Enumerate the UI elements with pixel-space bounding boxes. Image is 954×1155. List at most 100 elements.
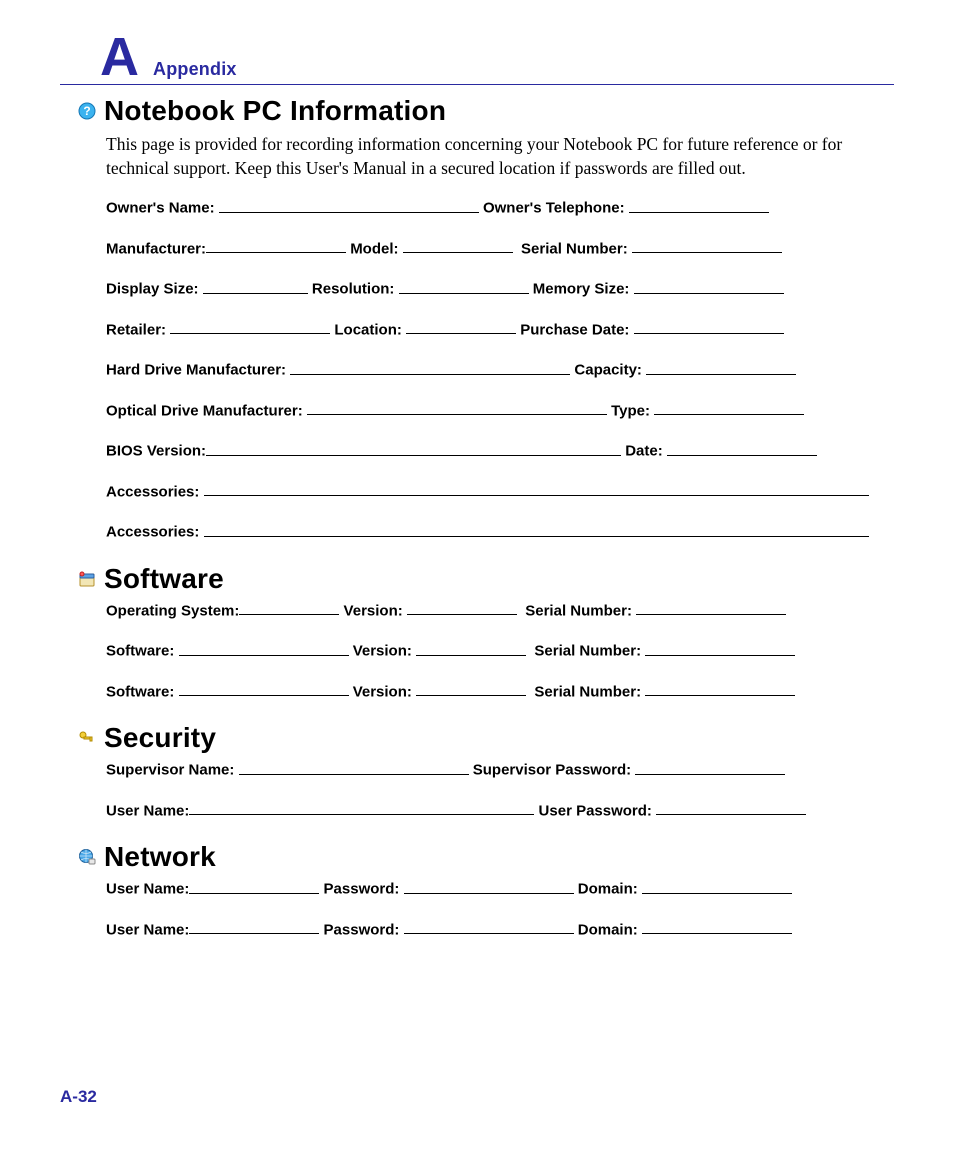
page: A Appendix ? Notebook PC Information Thi… bbox=[0, 0, 954, 1155]
blank bbox=[632, 239, 782, 254]
info-row-7: BIOS Version: Date: bbox=[106, 441, 874, 460]
label-password: Password: bbox=[324, 921, 400, 938]
blank bbox=[179, 682, 349, 697]
blank bbox=[629, 198, 769, 213]
info-form: Owner's Name: Owner's Telephone: Manufac… bbox=[106, 198, 874, 541]
label-accessories-2: Accessories: bbox=[106, 524, 199, 541]
blank bbox=[239, 601, 339, 616]
label-type: Type: bbox=[611, 402, 650, 419]
blank bbox=[646, 360, 796, 375]
info-row-3: Display Size: Resolution: Memory Size: bbox=[106, 279, 874, 298]
info-row-1: Owner's Name: Owner's Telephone: bbox=[106, 198, 874, 217]
blank bbox=[170, 320, 330, 335]
blank bbox=[634, 279, 784, 294]
section-security-head: Security bbox=[78, 722, 894, 754]
blank bbox=[189, 879, 319, 894]
section-software-head: Software bbox=[78, 563, 894, 595]
info-row-5: Hard Drive Manufacturer: Capacity: bbox=[106, 360, 874, 379]
blank bbox=[416, 682, 526, 697]
label-capacity: Capacity: bbox=[574, 362, 642, 379]
globe-network-icon bbox=[78, 848, 96, 866]
label-user-password: User Password: bbox=[539, 802, 652, 819]
blank bbox=[636, 601, 786, 616]
blank bbox=[407, 601, 517, 616]
label-os: Operating System: bbox=[106, 602, 239, 619]
label-serial-number: Serial Number: bbox=[534, 683, 641, 700]
label-optical-manufacturer: Optical Drive Manufacturer: bbox=[106, 402, 303, 419]
blank bbox=[667, 441, 817, 456]
svg-text:?: ? bbox=[83, 104, 90, 118]
label-domain: Domain: bbox=[578, 881, 638, 898]
label-user-name: User Name: bbox=[106, 921, 189, 938]
blank bbox=[204, 482, 869, 497]
blank bbox=[645, 682, 795, 697]
label-version: Version: bbox=[344, 602, 403, 619]
security-row-2: User Name: User Password: bbox=[106, 801, 874, 820]
label-date: Date: bbox=[625, 443, 663, 460]
blank bbox=[189, 801, 534, 816]
info-row-4: Retailer: Location: Purchase Date: bbox=[106, 320, 874, 339]
section-network: Network User Name: Password: Domain: Use… bbox=[60, 841, 894, 938]
label-owners-name: Owner's Name: bbox=[106, 200, 215, 217]
blank bbox=[189, 920, 319, 935]
section-network-title: Network bbox=[104, 841, 216, 873]
label-serial-number: Serial Number: bbox=[525, 602, 632, 619]
label-software: Software: bbox=[106, 683, 174, 700]
security-form: Supervisor Name: Supervisor Password: Us… bbox=[106, 760, 874, 819]
blank bbox=[206, 239, 346, 254]
keys-icon bbox=[78, 729, 96, 747]
label-supervisor-password: Supervisor Password: bbox=[473, 762, 631, 779]
label-model: Model: bbox=[350, 240, 398, 257]
blank bbox=[399, 279, 529, 294]
blank bbox=[204, 522, 869, 537]
blank bbox=[307, 401, 607, 416]
label-hdd-manufacturer: Hard Drive Manufacturer: bbox=[106, 362, 286, 379]
section-software: Software Operating System: Version: Seri… bbox=[60, 563, 894, 701]
label-retailer: Retailer: bbox=[106, 321, 166, 338]
blank bbox=[406, 320, 516, 335]
security-row-1: Supervisor Name: Supervisor Password: bbox=[106, 760, 874, 779]
blank bbox=[642, 920, 792, 935]
blank bbox=[239, 760, 469, 775]
help-icon: ? bbox=[78, 102, 96, 120]
section-security-title: Security bbox=[104, 722, 216, 754]
software-row-1: Operating System: Version: Serial Number… bbox=[106, 601, 874, 620]
label-password: Password: bbox=[324, 881, 400, 898]
appendix-letter: A bbox=[100, 30, 139, 84]
software-row-2: Software: Version: Serial Number: bbox=[106, 641, 874, 660]
label-serial-number: Serial Number: bbox=[534, 643, 641, 660]
page-number: A-32 bbox=[60, 1087, 97, 1107]
label-memory-size: Memory Size: bbox=[533, 281, 630, 298]
info-row-6: Optical Drive Manufacturer: Type: bbox=[106, 401, 874, 420]
label-accessories: Accessories: bbox=[106, 483, 199, 500]
blank bbox=[642, 879, 792, 894]
blank bbox=[219, 198, 479, 213]
blank bbox=[404, 879, 574, 894]
blank bbox=[645, 641, 795, 656]
appendix-title: Appendix bbox=[153, 59, 237, 80]
blank bbox=[179, 641, 349, 656]
label-resolution: Resolution: bbox=[312, 281, 395, 298]
section-software-title: Software bbox=[104, 563, 224, 595]
blank bbox=[654, 401, 804, 416]
blank bbox=[206, 441, 621, 456]
section-info-intro: This page is provided for recording info… bbox=[106, 133, 874, 180]
label-software: Software: bbox=[106, 643, 174, 660]
blank bbox=[203, 279, 308, 294]
label-owners-telephone: Owner's Telephone: bbox=[483, 200, 625, 217]
blank bbox=[656, 801, 806, 816]
section-info-head: ? Notebook PC Information bbox=[78, 95, 894, 127]
network-row-1: User Name: Password: Domain: bbox=[106, 879, 874, 898]
info-row-2: Manufacturer: Model: Serial Number: bbox=[106, 239, 874, 258]
blank bbox=[404, 920, 574, 935]
software-form: Operating System: Version: Serial Number… bbox=[106, 601, 874, 701]
section-info: ? Notebook PC Information This page is p… bbox=[60, 95, 894, 541]
label-version: Version: bbox=[353, 683, 412, 700]
network-form: User Name: Password: Domain: User Name: … bbox=[106, 879, 874, 938]
label-domain: Domain: bbox=[578, 921, 638, 938]
label-manufacturer: Manufacturer: bbox=[106, 240, 206, 257]
section-info-title: Notebook PC Information bbox=[104, 95, 446, 127]
blank bbox=[635, 760, 785, 775]
info-row-8: Accessories: bbox=[106, 482, 874, 501]
software-box-icon bbox=[78, 570, 96, 588]
